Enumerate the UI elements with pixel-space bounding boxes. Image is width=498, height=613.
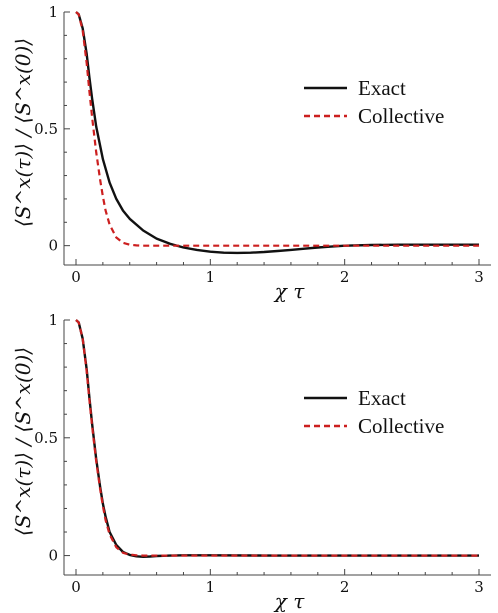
series-line-exact — [75, 319, 479, 558]
chart-panel-2: 0 1 2 3 0 0.5 1 χ τ ⟨S^x(τ)⟩ / ⟨S^x(0)⟩ Exact Coll… — [11, 311, 491, 613]
x-tick-label: 1 — [206, 268, 216, 286]
x-axis-label: χ τ — [273, 279, 305, 303]
x-tick-label: 2 — [340, 268, 350, 286]
x-tick-label: 3 — [474, 578, 484, 596]
x-tick-label: 1 — [206, 578, 216, 596]
series-line-exact — [75, 11, 479, 255]
chart-panel-1: 0 1 2 3 0 0.5 1 χ τ ⟨S^x(τ)⟩ / ⟨S^x(0)⟩ Exact Coll… — [11, 3, 491, 303]
y-tick-label: 0.5 — [34, 429, 58, 447]
legend-label-collective: Collective — [358, 414, 444, 438]
x-tick-label: 0 — [71, 268, 81, 286]
legend-label-collective: Collective — [358, 104, 444, 128]
x-tick-label: 0 — [71, 578, 81, 596]
y-axis-label: ⟨S^x(τ)⟩ / ⟨S^x(0)⟩ — [11, 38, 35, 227]
y-tick-label: 0.5 — [34, 120, 58, 138]
series-line-collective — [75, 319, 479, 557]
x-tick-label: 2 — [340, 578, 350, 596]
series-line-collective — [75, 11, 479, 247]
y-axis-label: ⟨S^x(τ)⟩ / ⟨S^x(0)⟩ — [11, 347, 35, 536]
y-tick-label: 0 — [48, 237, 58, 255]
y-tick-label: 0 — [48, 547, 58, 565]
legend-label-exact: Exact — [358, 386, 406, 410]
y-tick-label: 1 — [48, 3, 58, 21]
legend-label-exact: Exact — [358, 76, 406, 100]
x-axis-label: χ τ — [273, 589, 305, 613]
x-tick-label: 3 — [474, 268, 484, 286]
y-tick-label: 1 — [48, 311, 58, 329]
